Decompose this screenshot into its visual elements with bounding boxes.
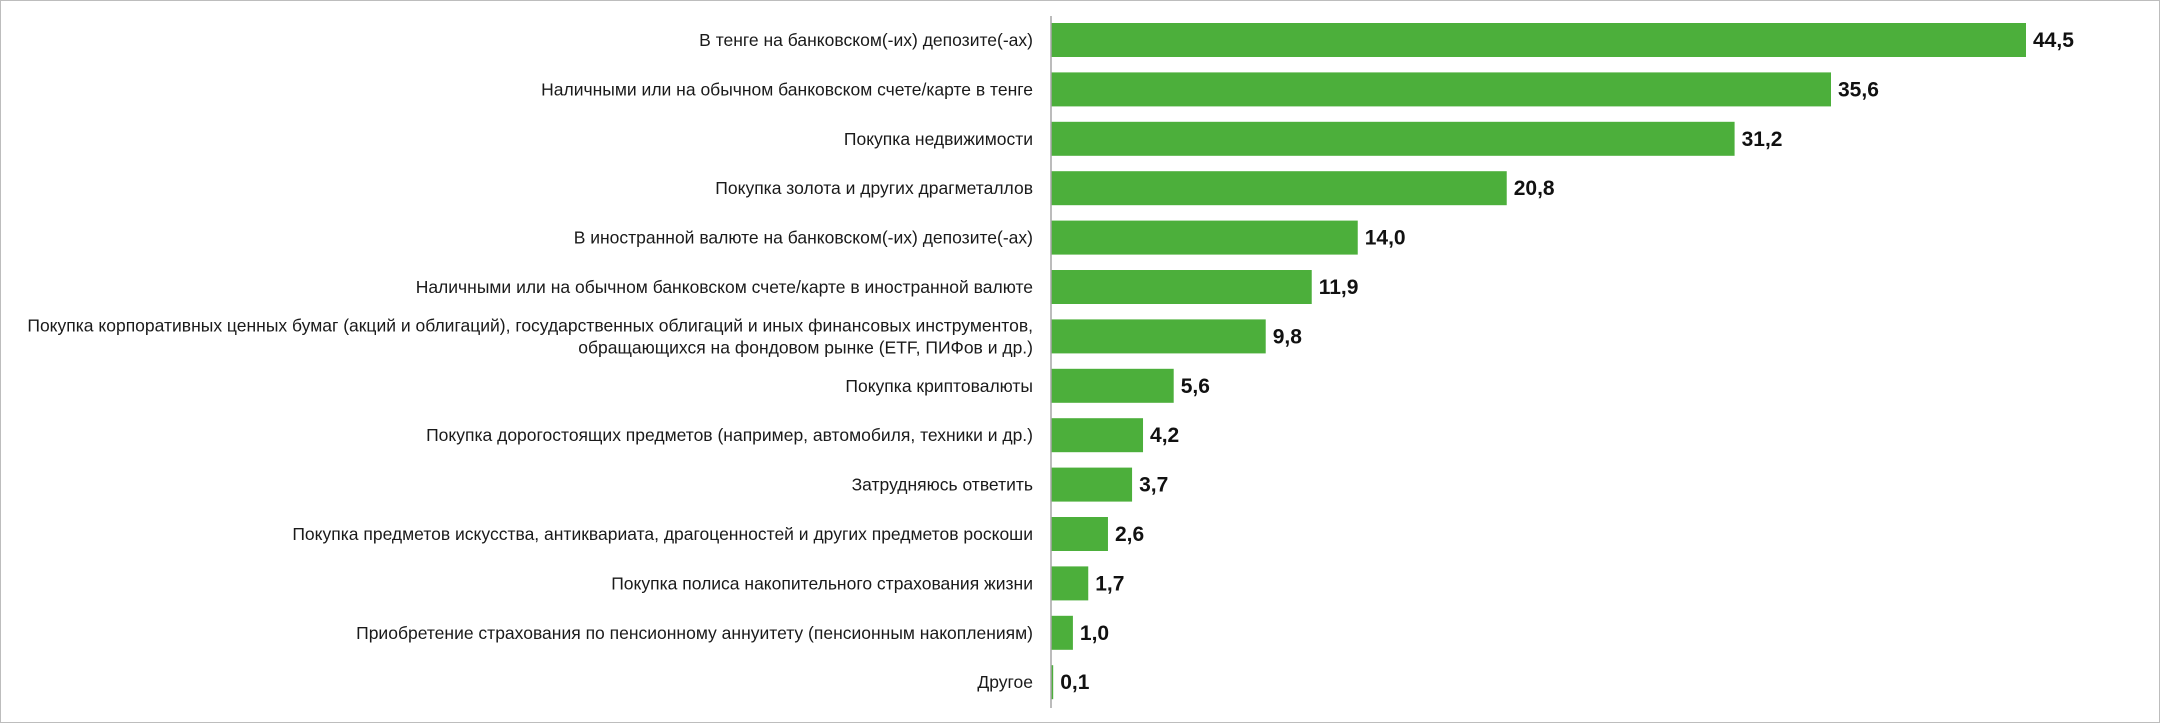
bar (1051, 72, 1831, 107)
bar-value-label: 35,6 (1838, 78, 1879, 101)
bar (1051, 566, 1089, 601)
bar (1051, 665, 1054, 700)
bar-value-label: 4,2 (1150, 424, 1179, 447)
category-label: Покупка корпоративных ценных бумаг (акци… (27, 315, 1033, 335)
bar-value-label: 20,8 (1514, 177, 1555, 200)
bar (1051, 615, 1073, 650)
bar (1051, 319, 1266, 354)
bar (1051, 467, 1133, 502)
bar-value-label: 9,8 (1273, 325, 1303, 348)
category-label: Покупка полиса накопительного страховани… (611, 573, 1033, 593)
bar (1051, 517, 1108, 551)
bar-value-label: 3,7 (1139, 474, 1168, 497)
bar (1051, 220, 1358, 255)
category-label: В иностранной валюте на банковском(-их) … (574, 228, 1033, 248)
bar-value-label: 31,2 (1742, 128, 1783, 151)
category-label: Покупка предметов искусства, антиквариат… (292, 524, 1033, 544)
category-label: Покупка недвижимости (844, 129, 1033, 149)
category-label: Наличными или на обычном банковском счет… (541, 79, 1033, 99)
category-label: Приобретение страхования по пенсионному … (356, 623, 1033, 643)
bar (1051, 121, 1735, 156)
category-label: Затрудняюсь ответить (852, 475, 1033, 495)
category-label: В тенге на банковском(-их) депозите(-ах) (699, 30, 1033, 50)
bar (1051, 171, 1507, 206)
value-labels: 44,5 35,6 31,2 20,8 14,0 11,9 9,8 5,6 4,2 3,7 2,6 1… (1060, 29, 2074, 694)
category-labels: В тенге на банковском(-их) депозите(-ах)… (27, 30, 1033, 692)
bar-value-label: 44,5 (2033, 29, 2074, 52)
category-label: Покупка криптовалюты (845, 376, 1033, 396)
bar-value-label: 14,0 (1365, 227, 1406, 250)
category-label: Покупка дорогостоящих предметов (наприме… (426, 425, 1033, 445)
bar-value-label: 2,6 (1115, 523, 1144, 546)
bar (1051, 368, 1174, 403)
bar (1051, 418, 1144, 453)
bars (1051, 23, 2026, 700)
category-label: Наличными или на обычном банковском счет… (416, 277, 1033, 297)
bar (1051, 270, 1312, 304)
bar-value-label: 5,6 (1181, 375, 1210, 398)
bar-value-label: 1,7 (1095, 572, 1124, 595)
bar-value-label: 11,9 (1319, 276, 1359, 299)
bar-value-label: 1,0 (1080, 622, 1109, 645)
category-label: Покупка золота и других драгметаллов (715, 178, 1033, 198)
bar-value-label: 0,1 (1060, 671, 1090, 694)
category-label: Другое (977, 672, 1033, 692)
bar (1051, 23, 2026, 57)
category-label: обращающихся на фондовом рынке (ETF, ПИФ… (578, 337, 1033, 357)
